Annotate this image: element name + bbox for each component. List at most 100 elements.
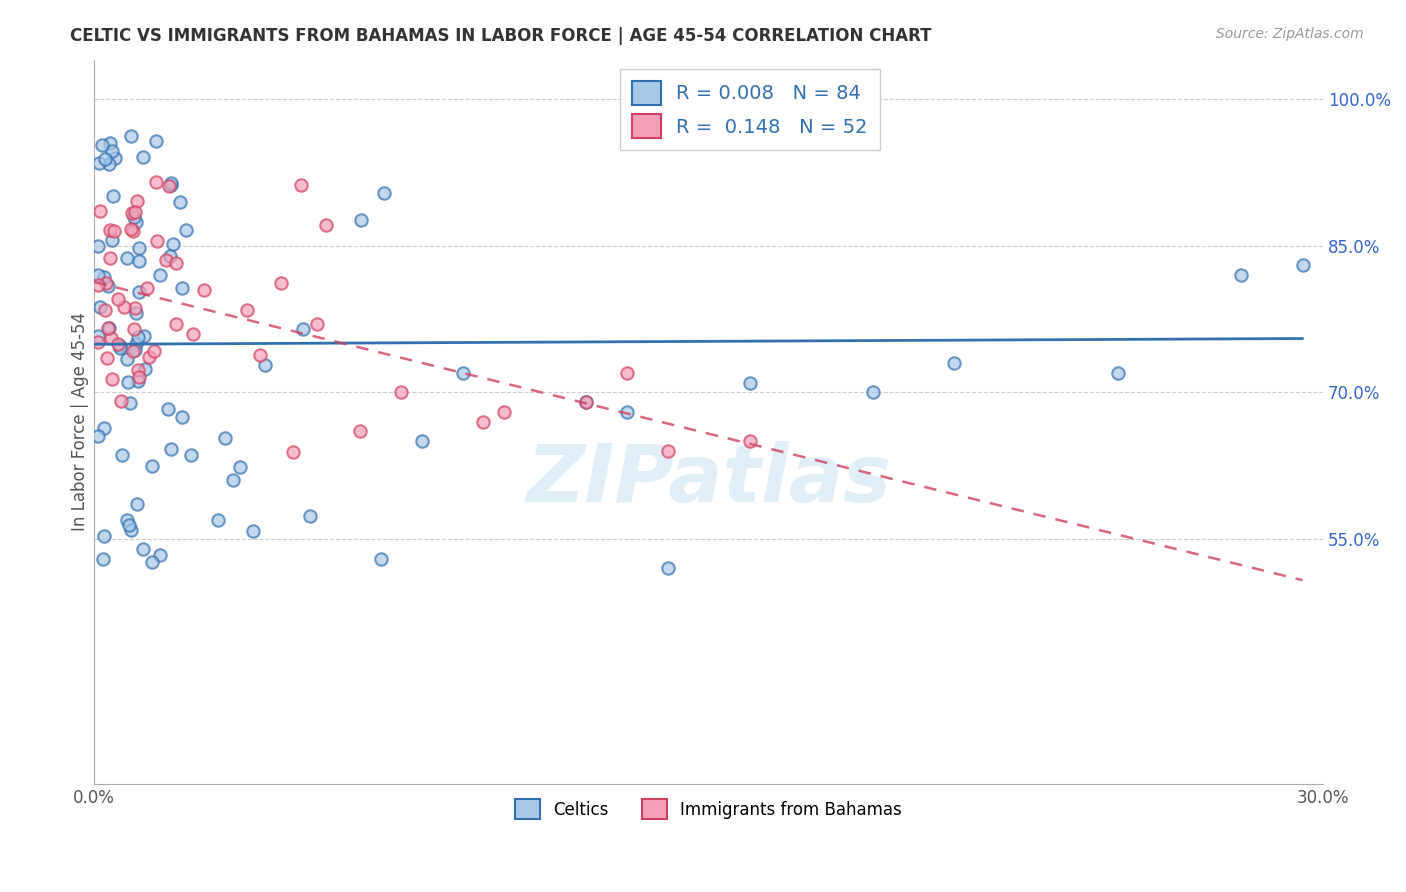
- Point: [87, 238, 110, 252]
- Point: [156, 402, 179, 417]
- Point: [94, 277, 117, 291]
- Point: [862, 385, 884, 400]
- Point: [155, 252, 177, 267]
- Point: [101, 189, 124, 203]
- Point: [181, 327, 204, 342]
- Point: [165, 318, 187, 332]
- Point: [125, 306, 148, 320]
- Point: [575, 395, 598, 409]
- Point: [370, 551, 392, 566]
- Point: [157, 178, 180, 193]
- Point: [235, 303, 257, 318]
- Point: [101, 233, 124, 247]
- Point: [89, 300, 111, 314]
- Point: [160, 178, 183, 192]
- Point: [124, 301, 146, 316]
- Point: [122, 224, 145, 238]
- Point: [93, 303, 115, 318]
- Point: [160, 176, 183, 190]
- Point: [228, 460, 250, 475]
- Point: [122, 321, 145, 335]
- Point: [136, 281, 159, 295]
- Point: [100, 330, 122, 344]
- Point: [110, 393, 132, 408]
- Point: [121, 206, 143, 220]
- Point: [657, 561, 679, 575]
- Point: [128, 370, 150, 384]
- Point: [149, 548, 172, 562]
- Point: [93, 270, 115, 285]
- Point: [254, 358, 277, 372]
- Point: [315, 218, 337, 232]
- Point: [104, 152, 127, 166]
- Point: [117, 375, 139, 389]
- Point: [142, 344, 165, 359]
- Point: [127, 375, 149, 389]
- Point: [120, 222, 142, 236]
- Point: [180, 448, 202, 462]
- Point: [100, 372, 122, 386]
- Point: [575, 395, 598, 409]
- Point: [159, 249, 181, 263]
- Point: [299, 508, 322, 523]
- Point: [943, 356, 966, 370]
- Point: [492, 405, 515, 419]
- Point: [145, 134, 167, 148]
- Point: [222, 473, 245, 487]
- Point: [87, 429, 110, 443]
- Text: Source: ZipAtlas.com: Source: ZipAtlas.com: [1216, 27, 1364, 41]
- Point: [270, 276, 292, 290]
- Point: [96, 351, 118, 366]
- Point: [141, 555, 163, 569]
- Point: [93, 420, 115, 434]
- Point: [125, 337, 148, 351]
- Point: [290, 178, 312, 192]
- Point: [87, 268, 110, 282]
- Point: [93, 529, 115, 543]
- Text: CELTIC VS IMMIGRANTS FROM BAHAMAS IN LABOR FORCE | AGE 45-54 CORRELATION CHART: CELTIC VS IMMIGRANTS FROM BAHAMAS IN LAB…: [70, 27, 932, 45]
- Point: [115, 352, 138, 367]
- Point: [122, 344, 145, 359]
- Point: [242, 524, 264, 539]
- Point: [389, 385, 412, 400]
- Point: [128, 241, 150, 255]
- Point: [98, 136, 121, 150]
- Point: [193, 284, 215, 298]
- Point: [124, 210, 146, 224]
- Point: [94, 153, 117, 167]
- Point: [616, 405, 638, 419]
- Point: [115, 513, 138, 527]
- Point: [132, 329, 155, 343]
- Point: [87, 278, 110, 293]
- Point: [411, 434, 433, 449]
- Point: [149, 268, 172, 283]
- Point: [120, 129, 142, 144]
- Point: [125, 194, 148, 208]
- Point: [134, 362, 156, 376]
- Point: [174, 223, 197, 237]
- Point: [1291, 258, 1313, 272]
- Point: [373, 186, 395, 201]
- Point: [97, 279, 120, 293]
- Point: [305, 318, 328, 332]
- Point: [87, 329, 110, 343]
- Point: [127, 363, 149, 377]
- Point: [141, 459, 163, 474]
- Point: [616, 366, 638, 380]
- Point: [101, 145, 124, 159]
- Point: [87, 156, 110, 170]
- Point: [97, 321, 120, 335]
- Point: [91, 137, 114, 152]
- Point: [107, 292, 129, 306]
- Y-axis label: In Labor Force | Age 45-54: In Labor Force | Age 45-54: [72, 312, 89, 531]
- Point: [125, 497, 148, 511]
- Point: [98, 222, 121, 236]
- Point: [349, 425, 371, 439]
- Point: [108, 338, 131, 352]
- Text: ZIPatlas: ZIPatlas: [526, 441, 891, 518]
- Point: [738, 376, 761, 390]
- Point: [165, 256, 187, 270]
- Point: [160, 442, 183, 457]
- Point: [249, 348, 271, 362]
- Point: [124, 343, 146, 357]
